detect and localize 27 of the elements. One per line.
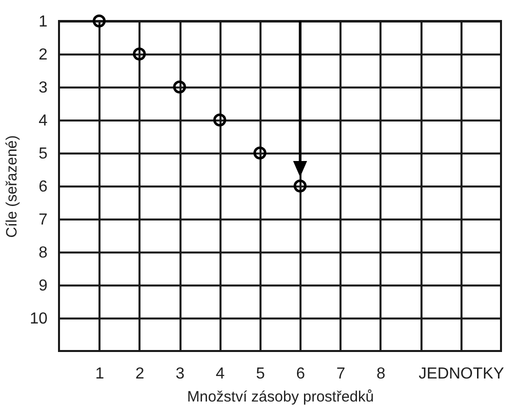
- y-tick-label: 9: [38, 278, 48, 294]
- x-tick-label: 6: [296, 366, 306, 382]
- point: [92, 14, 106, 28]
- x-tick-label: 2: [135, 366, 144, 382]
- y-tick-label: 2: [38, 46, 48, 64]
- point: [253, 146, 266, 160]
- y-tick-label: 6: [38, 178, 48, 196]
- y-tick-label: 10: [30, 310, 48, 328]
- x-tick-label: 8: [376, 366, 386, 382]
- y-tick-label: 1: [38, 14, 48, 30]
- x-tick-label: 5: [256, 366, 265, 382]
- point: [213, 114, 226, 126]
- point: [173, 80, 186, 94]
- x-tick-label: 3: [176, 366, 185, 382]
- x-tick-label: 1: [95, 366, 104, 382]
- y-tick-label: 7: [38, 212, 48, 228]
- x-axis-title: Množství zásoby prostředků: [187, 388, 374, 406]
- point: [132, 48, 146, 60]
- y-axis-title: Cíle (seřazené): [4, 135, 21, 238]
- point: [294, 180, 307, 192]
- y-tick-label: 3: [38, 80, 48, 96]
- x-tick-label: 7: [336, 366, 346, 382]
- x-tick-label: 4: [216, 366, 225, 382]
- y-tick-label: 8: [38, 244, 48, 262]
- y-tick-label: 4: [38, 112, 48, 130]
- x-tick-label: JEDNOTKY: [418, 366, 504, 382]
- y-tick-label: 5: [38, 146, 48, 162]
